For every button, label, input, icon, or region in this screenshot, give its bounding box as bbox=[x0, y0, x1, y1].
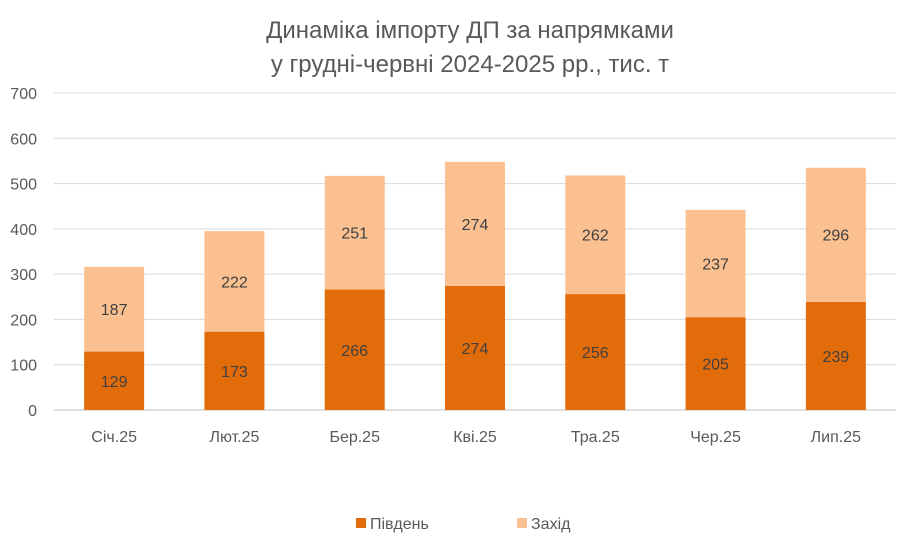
bar-south bbox=[324, 289, 385, 410]
y-tick-label: 700 bbox=[10, 86, 37, 103]
data-label: 251 bbox=[341, 226, 368, 243]
legend-swatch bbox=[517, 518, 527, 528]
legend-swatch bbox=[356, 518, 366, 528]
x-tick-label: Лип.25 bbox=[811, 429, 861, 446]
y-tick-label: 500 bbox=[10, 177, 37, 194]
bar-west bbox=[84, 266, 145, 352]
chart-title-line-2: у грудні-червні 2024-2025 рр., тис. т bbox=[271, 51, 669, 78]
x-tick-label: Бер.25 bbox=[329, 429, 380, 446]
data-label: 256 bbox=[582, 345, 609, 362]
bar-west bbox=[565, 175, 626, 295]
data-label: 296 bbox=[823, 228, 850, 245]
data-label: 187 bbox=[101, 302, 128, 319]
bar-south bbox=[84, 351, 145, 410]
bar-west bbox=[324, 175, 385, 290]
bar-west bbox=[445, 161, 505, 286]
data-label: 173 bbox=[221, 364, 248, 381]
data-label: 237 bbox=[702, 257, 729, 274]
bar-south bbox=[445, 285, 505, 410]
data-label: 205 bbox=[702, 357, 729, 374]
legend-label: Захід bbox=[531, 516, 571, 533]
y-tick-label: 400 bbox=[10, 222, 37, 239]
data-label: 222 bbox=[221, 274, 248, 291]
x-tick-label: Кві.25 bbox=[453, 429, 497, 446]
bar-south bbox=[204, 331, 265, 410]
data-label: 129 bbox=[101, 374, 128, 391]
x-tick-label: Січ.25 bbox=[91, 429, 137, 446]
data-label: 266 bbox=[341, 343, 368, 360]
data-label: 274 bbox=[462, 217, 489, 234]
bar-west bbox=[204, 231, 265, 332]
bar-south bbox=[805, 301, 866, 410]
y-tick-label: 200 bbox=[10, 312, 37, 329]
x-tick-label: Чер.25 bbox=[690, 429, 741, 446]
x-tick-label: Тра.25 bbox=[571, 429, 620, 446]
bar-south bbox=[565, 294, 626, 410]
bar-south bbox=[685, 317, 746, 410]
y-tick-label: 600 bbox=[10, 131, 37, 148]
data-label: 239 bbox=[823, 349, 850, 366]
bar-west bbox=[805, 167, 866, 302]
chart-title-line-1: Динаміка імпорту ДП за напрямками bbox=[266, 17, 674, 44]
data-label: 262 bbox=[582, 228, 609, 245]
data-label: 274 bbox=[462, 341, 489, 358]
legend-label: Південь bbox=[370, 516, 429, 533]
y-tick-label: 100 bbox=[10, 358, 37, 375]
y-tick-label: 300 bbox=[10, 267, 37, 284]
x-tick-label: Лют.25 bbox=[209, 429, 259, 446]
y-tick-label: 0 bbox=[28, 403, 37, 420]
bar-west bbox=[685, 209, 746, 318]
